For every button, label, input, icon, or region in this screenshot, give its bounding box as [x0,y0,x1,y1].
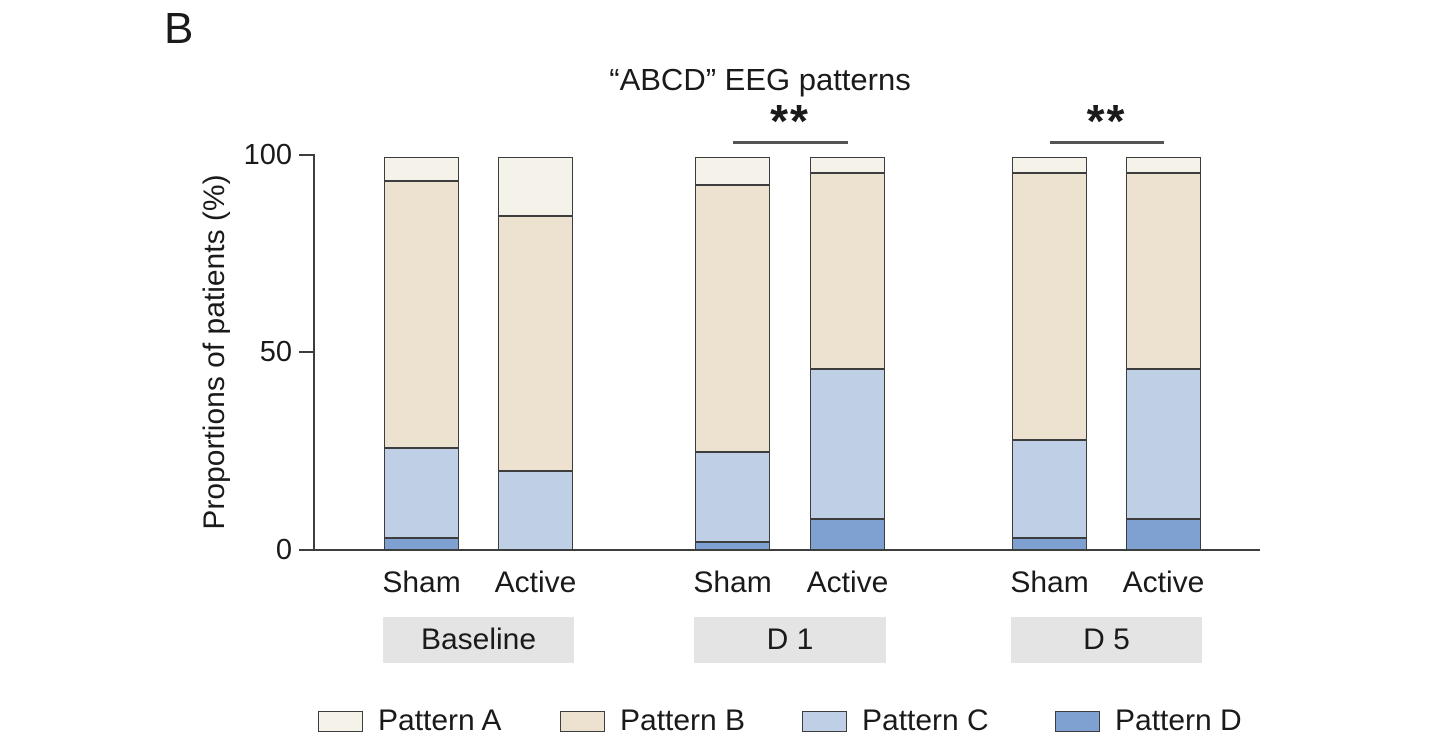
legend-item-pattern-c: Pattern C [802,700,989,742]
bar-segment-pattern-d [1126,518,1201,550]
y-tick-label-100: 100 [243,139,292,171]
bar-segment-pattern-c [1012,439,1087,539]
bar-segment-pattern-d [1012,538,1087,550]
bar-label-sham: Sham [1010,566,1089,599]
bar-segment-pattern-a [1012,157,1087,173]
bar-segment-pattern-b [810,172,885,370]
significance-stars: ** [770,95,810,147]
bar-D 1-Sham [695,157,770,550]
bar-D 5-Sham [1012,157,1087,550]
bar-segment-pattern-d [810,518,885,550]
legend-swatch-pattern-a [318,710,363,732]
bar-segment-pattern-c [695,451,770,543]
bar-segment-pattern-a [1126,157,1201,173]
bar-segment-pattern-b [384,180,459,448]
bar-D 1-Active [810,157,885,550]
bar-segment-pattern-c [810,369,885,519]
significance-line [732,141,848,144]
group-label-d-5: D 5 [1011,617,1202,663]
legend-label: Pattern A [378,704,502,737]
bar-D 5-Active [1126,157,1201,550]
significance-line [1049,141,1164,144]
chart-title: “ABCD” EEG patterns [609,62,911,97]
bar-label-active: Active [494,566,577,599]
bar-segment-pattern-d [384,538,459,550]
legend-label: Pattern D [1115,704,1242,737]
bar-label-sham: Sham [693,566,772,599]
y-tick-label-0: 0 [275,534,292,566]
bar-Baseline-Sham [384,157,459,550]
bar-segment-pattern-a [384,157,459,181]
y-axis-line [313,154,315,551]
group-label-d-1: D 1 [694,617,886,663]
legend-label: Pattern B [620,704,746,737]
bar-label-active: Active [1122,566,1205,599]
bar-Baseline-Active [498,157,573,550]
bar-label-active: Active [806,566,889,599]
bar-segment-pattern-c [1126,369,1201,519]
y-tick-mark-0 [299,549,313,551]
panel-label: B [164,4,195,53]
bar-label-sham: Sham [382,566,461,599]
significance-stars: ** [1086,95,1127,147]
bar-segment-pattern-c [498,471,573,550]
legend-item-pattern-b: Pattern B [560,700,745,742]
y-tick-label-50: 50 [259,336,292,368]
y-tick-mark-50 [299,351,313,353]
bar-segment-pattern-a [695,157,770,185]
bar-segment-pattern-a [810,157,885,173]
legend-swatch-pattern-c [802,710,847,732]
legend-item-pattern-a: Pattern A [318,700,501,742]
bar-segment-pattern-b [1012,172,1087,440]
bar-segment-pattern-b [695,184,770,452]
bar-segment-pattern-c [384,447,459,539]
y-tick-mark-100 [299,154,313,156]
legend-label: Pattern C [862,704,989,737]
bar-segment-pattern-a [498,157,573,216]
x-axis-line [313,549,1260,551]
legend-swatch-pattern-d [1055,710,1100,732]
bar-segment-pattern-b [498,215,573,472]
bar-segment-pattern-d [695,542,770,550]
bar-segment-pattern-b [1126,172,1201,370]
group-label-baseline: Baseline [383,617,574,663]
legend-swatch-pattern-b [560,710,605,732]
legend-item-pattern-d: Pattern D [1055,700,1242,742]
